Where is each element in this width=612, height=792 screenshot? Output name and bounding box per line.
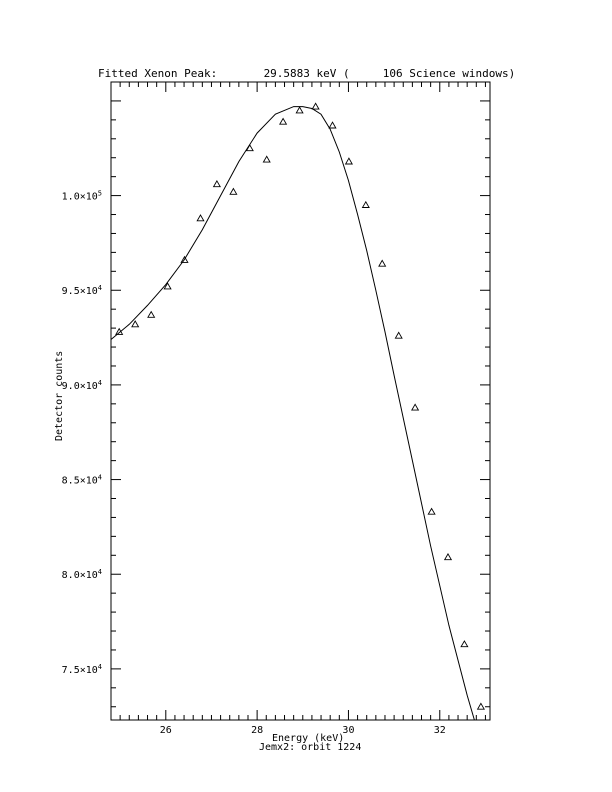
orbit-caption: Jemx2: orbit 1224 [259,742,362,753]
tick-labels: 26 28 30 32 7.5×104 8.0×104 8.5×104 9.0×104 9.5×… [62,190,446,736]
data-point [295,106,304,114]
data-point [361,200,370,208]
y-tick-label: 1.0×105 [62,190,102,203]
data-point [443,552,453,561]
data-point [115,327,124,335]
data-point [427,507,436,515]
y-tick-label: 9.5×104 [62,284,102,297]
data-point [131,320,140,328]
data-point [378,259,387,267]
data-point [147,310,156,318]
data-point [411,403,420,411]
x-tick-label: 32 [434,725,446,736]
data-point [344,157,353,165]
axis-ticks [110,81,490,720]
data-point [460,640,469,648]
x-axis-label: Energy (keV) [272,733,345,744]
data-point [245,144,254,152]
data-point [180,255,189,263]
data-point [328,121,337,129]
x-tick-label: 28 [251,725,263,736]
chart-title: Fitted Xenon Peak: 29.5883 keV ( 106 Sci… [98,67,516,80]
x-tick-label: 30 [342,725,354,736]
y-tick-label: 8.5×104 [62,474,102,487]
data-point [229,187,238,195]
data-point [311,102,320,110]
data-point [212,179,221,188]
y-tick-label: 7.5×104 [62,663,102,676]
data-point [196,214,205,222]
fit-curve [110,106,475,721]
x-tick-label: 26 [160,725,172,736]
plot-frame [110,81,491,721]
y-axis-label: Detector counts [54,350,65,441]
data-point [163,282,172,290]
data-points [115,102,485,710]
data-point [476,702,485,710]
y-tick-label: 8.0×104 [62,568,102,581]
data-point [262,155,271,163]
y-tick-label: 9.0×104 [62,379,102,392]
data-point [279,117,288,125]
data-point [394,331,403,339]
